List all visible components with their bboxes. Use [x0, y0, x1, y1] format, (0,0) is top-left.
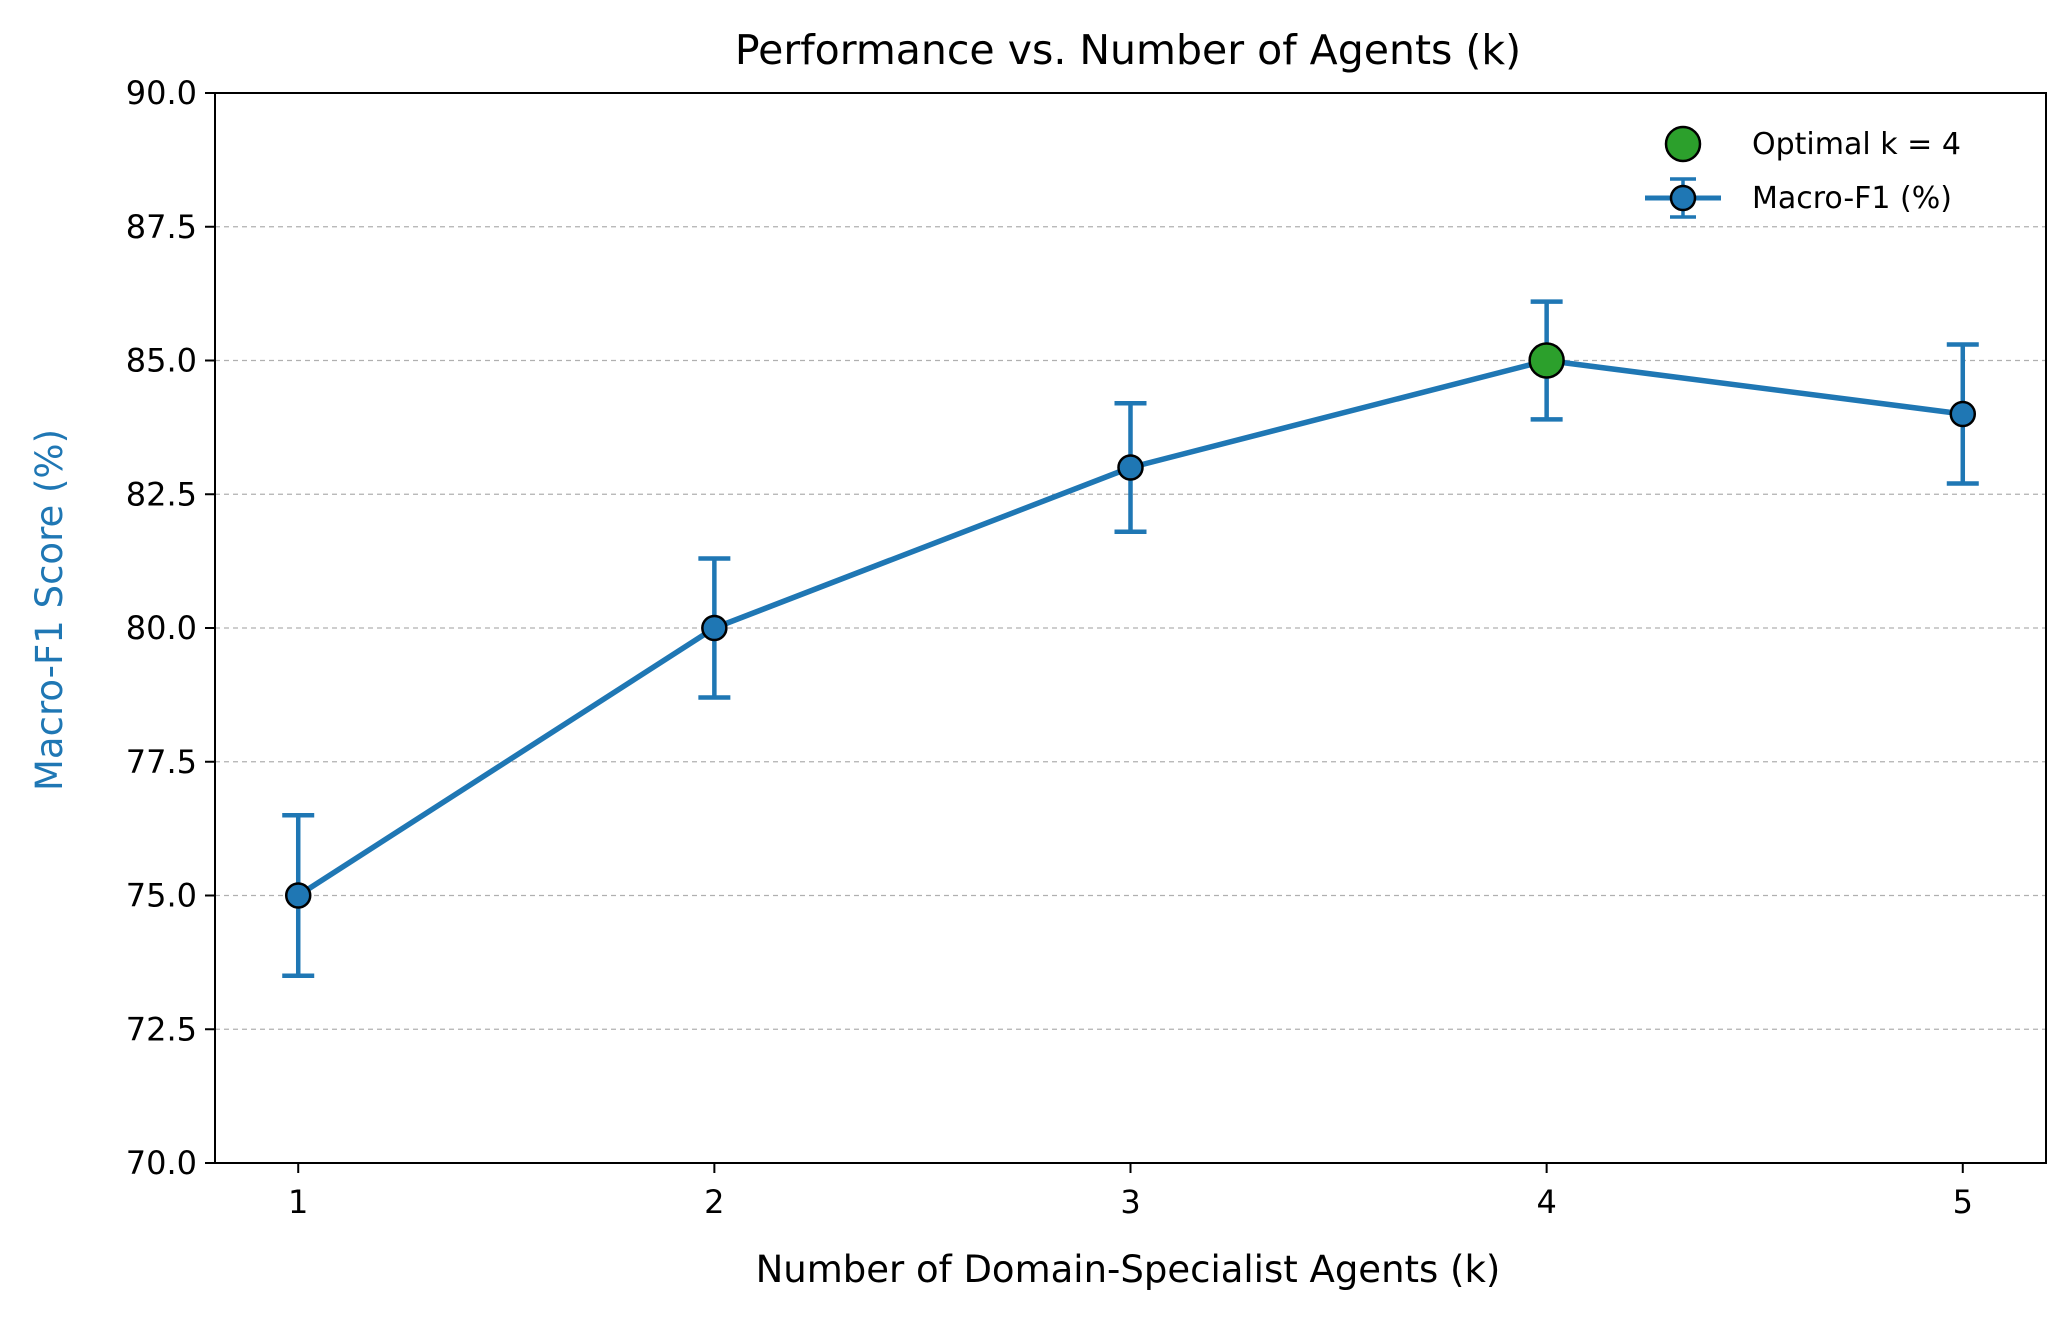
legend: Optimal k = 4 Macro-F1 (%)	[1645, 125, 1961, 219]
legend-optimal-label: Optimal k = 4	[1752, 127, 1961, 162]
x-tick-label: 2	[704, 1183, 724, 1221]
y-axis-title: Macro-F1 Score (%)	[28, 429, 71, 791]
axis-ticks: 70.0 72.5 75.0 77.5 80.0 82.5 85.0 87.5 90.0 1 2 3 4…	[126, 74, 1973, 1221]
data-point	[701, 614, 728, 642]
y-tick-label: 87.5	[126, 208, 197, 246]
data-point	[1117, 454, 1144, 481]
chart-title: Performance vs. Number of Agents (k)	[735, 26, 1521, 74]
legend-series-swatch	[1645, 177, 1721, 219]
y-tick-label: 80.0	[126, 609, 197, 647]
data-series	[282, 299, 1979, 978]
optimal-point-marker	[1528, 342, 1565, 379]
x-axis-title: Number of Domain-Specialist Agents (k)	[756, 1248, 1501, 1291]
y-tick-label: 72.5	[126, 1010, 197, 1048]
x-tick-label: 1	[288, 1183, 308, 1221]
gridlines	[215, 226, 2046, 1030]
x-tick-label: 4	[1536, 1183, 1556, 1221]
legend-series-label: Macro-F1 (%)	[1752, 181, 1952, 216]
x-tick-label: 5	[1953, 1183, 1973, 1221]
y-tick-label: 75.0	[126, 877, 197, 915]
y-tick-label: 82.5	[126, 475, 197, 513]
data-point	[284, 882, 312, 909]
plot-frame	[214, 92, 2047, 1164]
y-tick-label: 85.0	[126, 342, 197, 380]
y-tick-label: 77.5	[126, 743, 197, 781]
y-tick-label: 90.0	[126, 74, 197, 112]
legend-optimal-marker	[1664, 125, 1702, 163]
y-tick-label: 70.0	[126, 1144, 197, 1182]
x-tick-label: 3	[1120, 1183, 1140, 1221]
data-point	[1949, 400, 1977, 428]
